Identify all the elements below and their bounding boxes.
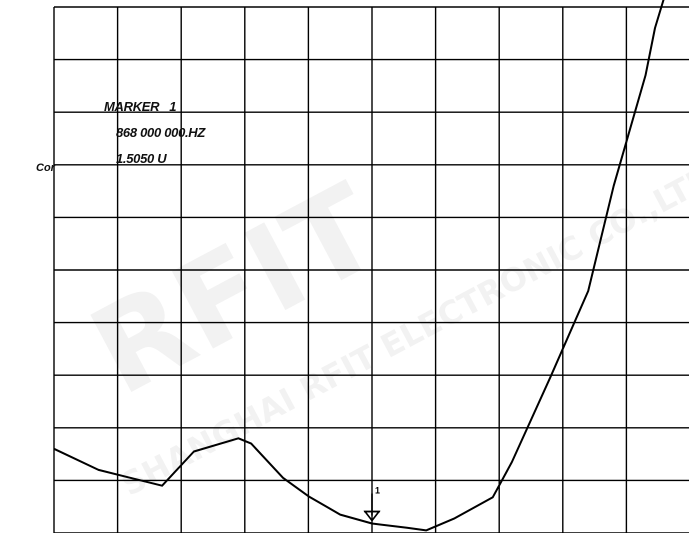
marker-1-symbol: 1 <box>363 486 381 522</box>
marker-layer: 1 <box>363 486 381 522</box>
marker-1-label: 1 <box>375 486 380 496</box>
channel-label: Cor <box>36 162 55 174</box>
trace-layer <box>53 0 665 532</box>
marker-readout: MARKER 1 868 000 000.HZ 1.5050 U <box>104 94 205 172</box>
marker-value: 1.5050 U <box>116 151 167 166</box>
marker-title: MARKER 1 <box>104 99 177 114</box>
grid <box>53 6 689 533</box>
marker-frequency: 868 000 000.HZ <box>116 125 206 140</box>
trace-line-0 <box>53 0 665 532</box>
